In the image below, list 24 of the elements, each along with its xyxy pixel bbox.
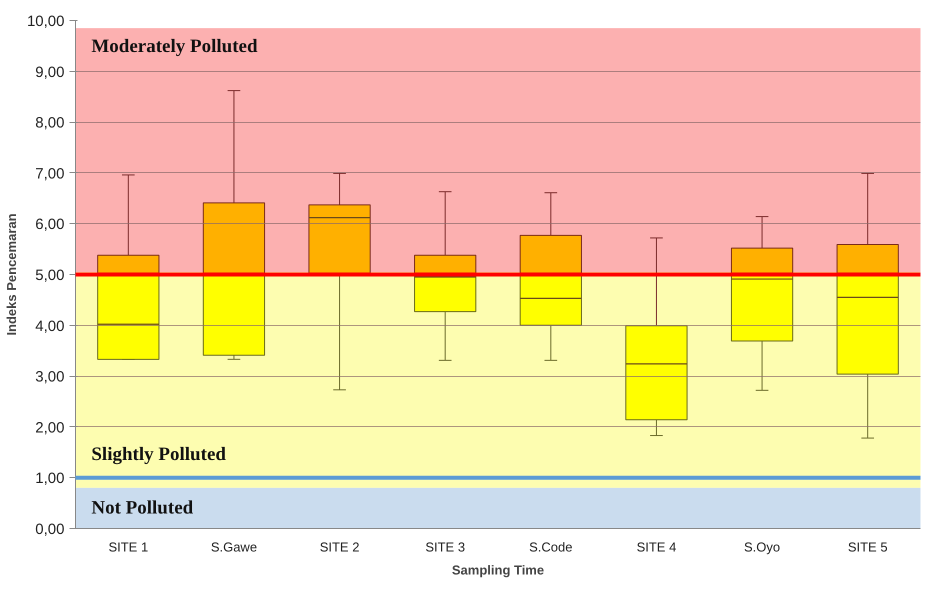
x-tick-label: S.Code <box>529 540 573 554</box>
x-tick-label: SITE 2 <box>320 540 360 554</box>
band-label: Not Polluted <box>91 498 194 519</box>
band-label: Slightly Polluted <box>91 444 226 465</box>
band-label: Moderately Polluted <box>91 36 258 58</box>
x-tick-label: S.Oyo <box>744 540 780 554</box>
y-tick-label: 6,00 <box>35 216 65 234</box>
x-tick-label: SITE 5 <box>848 540 888 554</box>
x-tick-label: SITE 3 <box>425 540 466 554</box>
y-tick-label: 8,00 <box>35 114 65 132</box>
y-tick-label: 10,00 <box>26 13 65 30</box>
y-tick-label: 4,00 <box>35 318 65 335</box>
x-axis-title: Sampling Time <box>452 562 544 578</box>
y-axis-title: Indeks Pencemaran <box>4 213 19 336</box>
y-tick-label: 9,00 <box>35 64 65 81</box>
y-tick-label: 5,00 <box>35 267 65 284</box>
y-tick-label: 1,00 <box>35 470 65 488</box>
x-tick-label: SITE 4 <box>636 540 676 554</box>
y-tick-label: 3,00 <box>35 368 65 386</box>
y-tick-label: 0,00 <box>35 521 65 538</box>
y-tick-label: 2,00 <box>35 419 65 436</box>
y-tick-label: 7,00 <box>35 165 65 182</box>
x-tick-label: S.Gawe <box>210 540 258 554</box>
x-tick-label: SITE 1 <box>108 540 148 554</box>
